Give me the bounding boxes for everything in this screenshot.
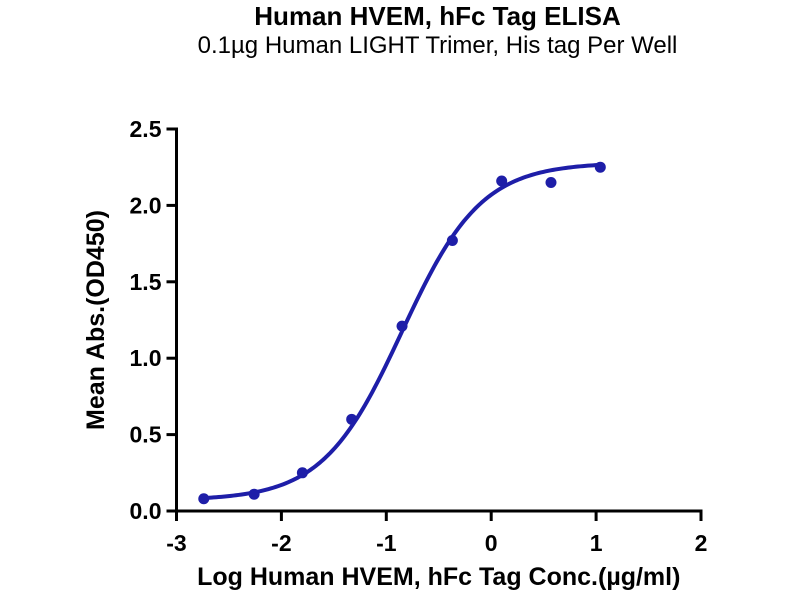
x-axis-title: Log Human HVEM, hFc Tag Conc.(µg/ml): [197, 563, 680, 591]
y-tick-label: 1.0: [130, 345, 162, 371]
y-tick-label: 2.0: [130, 192, 162, 218]
data-point: [248, 488, 260, 500]
data-point: [496, 175, 508, 187]
y-tick-label: 0.0: [130, 498, 162, 524]
y-tick-label: 2.5: [130, 116, 162, 142]
data-point: [594, 161, 606, 173]
y-tick-label: 0.5: [130, 422, 162, 448]
data-point: [396, 320, 408, 332]
x-tick-label: -3: [166, 530, 186, 556]
x-tick-label: -2: [271, 530, 291, 556]
x-tick-label: 1: [590, 530, 603, 556]
data-point: [346, 413, 358, 425]
x-tick-label: -1: [376, 530, 397, 556]
y-axis-title: Mean Abs.(OD450): [82, 210, 110, 430]
data-point: [198, 493, 210, 505]
x-tick-label: 0: [485, 530, 498, 556]
chart-subtitle: 0.1µg Human LIGHT Trimer, His tag Per We…: [197, 32, 678, 59]
x-tick-label: 2: [695, 530, 708, 556]
data-point: [446, 235, 458, 247]
chart-title: Human HVEM, hFc Tag ELISA: [254, 1, 621, 31]
data-point: [296, 467, 308, 479]
y-tick-label: 1.5: [130, 269, 162, 295]
data-point: [545, 176, 557, 188]
